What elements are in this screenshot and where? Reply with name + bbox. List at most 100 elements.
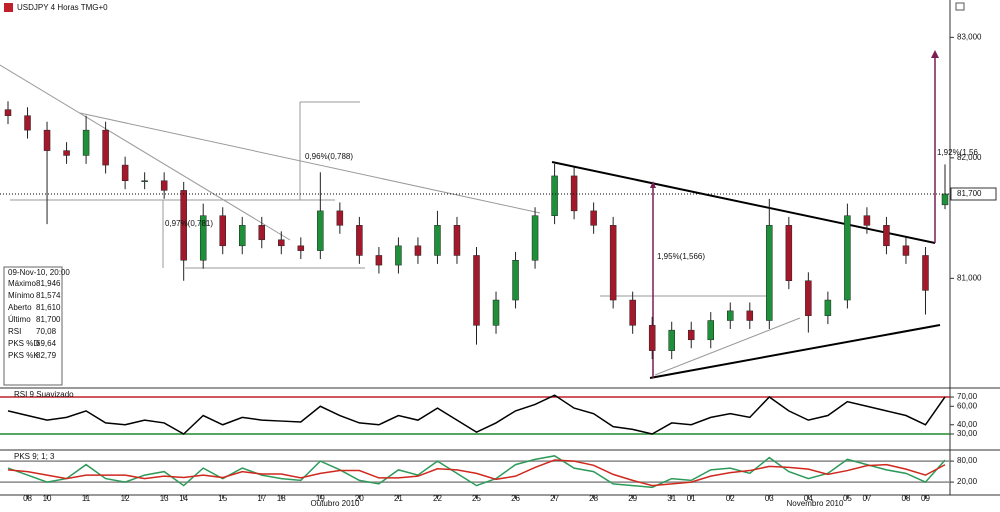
candle-body [24,115,31,131]
window-button[interactable] [955,2,965,11]
x-tick-label: 27 [550,494,559,503]
candle-body [492,299,500,326]
x-tick-label: 02 [726,494,735,503]
indicator-line [7,459,946,487]
candle-body [473,255,480,326]
x-tick-label: 01 [687,494,696,503]
y-tick-label: 60,00 [957,401,978,410]
info-label: PKS %K [8,351,39,360]
x-tick-label: 29 [628,494,637,503]
month-label: Outubro 2010 [311,499,360,507]
x-tick-label: 26 [511,494,520,503]
y-tick-label: 80,00 [957,456,978,465]
x-tick-label: 03 [765,494,774,503]
info-label: Último [8,315,31,324]
candle-body [902,245,910,256]
x-tick-label: 10 [43,494,52,503]
candle-body [239,225,246,247]
x-tick-label: 05 [843,494,852,503]
candle-body [4,109,12,116]
x-tick-label: 07 [862,494,871,503]
annotation: 0,96%(0,788) [305,152,353,161]
candle-body [824,299,832,316]
candle-body [570,175,578,212]
y-tick-label: 20,00 [957,477,978,486]
candle-body [590,210,597,226]
indicator-line [7,394,946,435]
info-box [3,266,63,386]
x-tick-label: 19 [316,494,325,503]
x-tick-label: 08 [902,494,911,503]
y-tick-label: 83,000 [957,32,982,41]
x-tick-label: 21 [394,494,403,503]
candle-body [844,215,851,301]
x-tick-label: 25 [472,494,481,503]
candle-body [160,180,168,191]
candle-body [727,310,734,321]
candle-body [941,193,949,206]
panel-title: PKS 9; 1; 3 [14,452,55,461]
y-tick-label: 70,00 [957,392,978,401]
info-value: 82,79 [36,351,57,360]
candle-body [629,299,636,326]
candle-body [453,225,461,256]
candle-body [278,239,285,247]
candle-body [102,129,109,166]
candle-body [414,245,422,256]
last-price-label: 81,700 [957,189,982,198]
x-tick-label: 14 [179,494,188,503]
info-value: 81,946 [36,279,61,288]
last-price-box [950,187,997,201]
panel-title: RSI 9 Suavizado [14,390,74,399]
candle-body [395,245,402,266]
x-tick-label: 04 [804,494,813,503]
x-tick-label: 13 [160,494,169,503]
annotation: 0,97%(0,781) [165,219,213,228]
x-tick-label: 18 [277,494,286,503]
x-tick-label: 20 [355,494,364,503]
candle-body [297,245,305,251]
candle-body [863,215,871,226]
month-label: Novembro 2010 [787,499,844,507]
candle-body [63,150,70,156]
y-tick-label: 82,000 [957,153,982,162]
candle-body [199,215,207,261]
x-tick-label: 11 [82,494,91,503]
info-label: Mínimo [8,291,35,300]
candle-body [512,260,519,301]
x-tick-label: 31 [667,494,676,503]
candle-body [922,255,929,291]
annotation: 1,95%(1,566) [657,252,705,261]
x-tick-label: 12 [121,494,130,503]
candle-body [180,190,187,261]
y-tick-label: 81,000 [957,273,982,282]
info-value: 81,700 [36,315,61,324]
info-value: 69,64 [36,339,57,348]
x-tick-label: 22 [433,494,442,503]
candle-body [82,129,90,156]
x-tick-label: 09 [921,494,930,503]
y-tick-label: 40,00 [957,420,978,429]
y-tick-label: 30,00 [957,429,978,438]
info-label: PKS %D [8,339,39,348]
candle-body [317,210,324,251]
x-tick-label: 15 [218,494,227,503]
info-date: 09-Nov-10, 20:00 [8,268,70,277]
info-value: 81,610 [36,303,61,312]
candle-body [746,310,754,321]
candle-body [805,280,812,316]
candle-body [434,225,441,256]
info-label: Máximo [8,279,37,288]
candle-body [121,164,129,181]
info-value: 70,08 [36,327,57,336]
x-tick-label: 28 [589,494,598,503]
candle-body [609,225,617,301]
info-label: RSI [8,327,21,336]
candle-body [766,225,773,321]
x-tick-label: 17 [257,494,266,503]
candle-body [356,225,363,256]
candle-body [551,175,558,216]
indicator-line [7,455,946,489]
